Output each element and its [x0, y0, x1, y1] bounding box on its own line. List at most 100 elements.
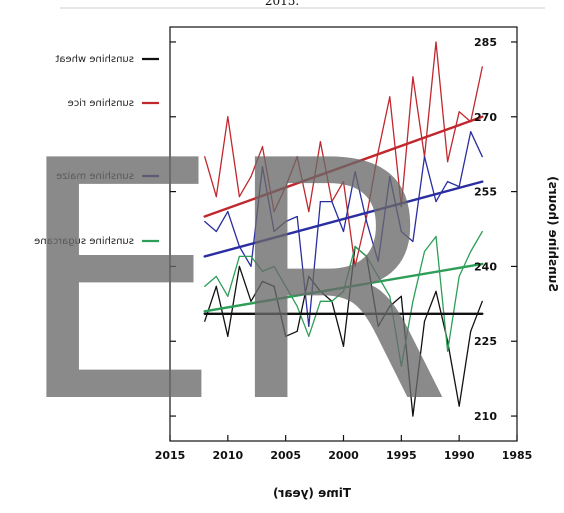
data-point — [227, 116, 229, 118]
x-tick-labels: 1985 1990 1995 2000 2005 2010 2015 — [155, 449, 533, 462]
data-point — [331, 300, 333, 302]
data-point — [470, 131, 472, 133]
data-point — [366, 255, 368, 258]
data-point — [412, 415, 414, 417]
data-point — [435, 290, 437, 292]
x-tick-label: 1995 — [386, 449, 417, 462]
data-point — [481, 230, 483, 233]
data-point — [342, 345, 345, 347]
data-point — [435, 200, 437, 203]
data-point — [227, 295, 229, 297]
data-point — [377, 151, 379, 153]
data-point — [423, 250, 426, 253]
data-point — [354, 171, 356, 173]
data-point — [447, 350, 449, 352]
data-point — [481, 156, 483, 158]
data-point — [308, 210, 310, 213]
x-tick-label: 2005 — [270, 449, 301, 462]
legend-label: sunshine sugarcane — [34, 236, 134, 247]
data-point — [412, 76, 414, 78]
data-point — [238, 255, 240, 258]
data-point — [261, 146, 264, 148]
data-point — [261, 270, 264, 273]
legend-label: sunshine maize — [56, 171, 134, 182]
data-point — [412, 240, 414, 243]
data-point — [342, 181, 345, 183]
data-point — [204, 285, 206, 287]
data-point — [238, 195, 240, 198]
data-point — [285, 335, 287, 337]
x-tick-label: 2000 — [328, 449, 359, 462]
data-point — [250, 176, 252, 178]
data-point — [400, 365, 402, 367]
data-point — [319, 141, 321, 143]
data-point — [250, 255, 252, 258]
data-point — [204, 220, 206, 223]
data-point — [250, 300, 252, 302]
legend-label: sunshine rice — [68, 98, 134, 109]
x-tick-label: 1985 — [502, 449, 533, 462]
data-point — [412, 300, 414, 302]
data-point — [458, 111, 460, 113]
data-point — [250, 265, 252, 268]
data-point — [458, 275, 460, 277]
data-point — [296, 156, 298, 158]
trend-layer — [203, 115, 484, 316]
data-point — [481, 300, 483, 302]
y-tick-label: 255 — [474, 186, 497, 199]
data-point — [354, 245, 356, 248]
data-point — [423, 320, 426, 322]
data-point — [470, 330, 472, 332]
series-layer — [204, 41, 483, 417]
data-point — [215, 285, 217, 287]
data-point — [296, 305, 298, 307]
data-point — [447, 161, 449, 163]
data-point — [377, 325, 379, 327]
y-tick-label: 285 — [474, 36, 497, 49]
data-point — [400, 295, 402, 297]
data-point — [342, 230, 345, 233]
data-point — [377, 260, 379, 263]
x-tick-label: 2015 — [155, 449, 186, 462]
data-point — [215, 230, 217, 233]
x-tick-label: 2010 — [213, 449, 244, 462]
data-point — [215, 275, 217, 277]
data-point — [261, 280, 264, 282]
trend-line-sunshine-sugarcane — [203, 262, 484, 313]
x-tick-label: 1990 — [444, 449, 475, 462]
data-point — [285, 285, 287, 287]
data-point — [296, 330, 298, 332]
data-point — [389, 305, 391, 307]
data-point — [435, 235, 437, 238]
data-point — [342, 290, 345, 292]
data-point — [308, 325, 310, 327]
data-point — [389, 295, 391, 297]
mirrored-chart: sunshine wheat sunshine rice sunshine maiz… — [34, 26, 560, 500]
data-point — [273, 265, 275, 268]
header-fragment: 2015. — [265, 0, 299, 8]
y-axis-title: Sunshine (hours) — [546, 176, 560, 292]
data-point — [261, 166, 264, 168]
y-tick-label: 225 — [474, 335, 497, 348]
trend-line-sunshine-rice — [203, 115, 484, 218]
data-point — [400, 230, 402, 233]
data-point — [273, 230, 275, 233]
data-point — [227, 210, 229, 213]
data-point — [447, 181, 449, 183]
y-tick-label: 210 — [474, 410, 497, 423]
data-point — [435, 41, 437, 43]
data-point — [204, 156, 206, 158]
data-point — [273, 285, 275, 287]
data-point — [447, 340, 449, 342]
data-point — [354, 265, 356, 268]
data-point — [331, 200, 333, 203]
y-tick-label: 270 — [474, 111, 497, 124]
watermark: ER — [14, 91, 452, 475]
data-point — [389, 96, 391, 98]
data-point — [423, 156, 426, 158]
y-tick-labels: 210 225 240 255 270 285 — [474, 36, 497, 423]
data-point — [458, 405, 460, 407]
data-point — [319, 200, 321, 203]
data-point — [400, 205, 402, 208]
